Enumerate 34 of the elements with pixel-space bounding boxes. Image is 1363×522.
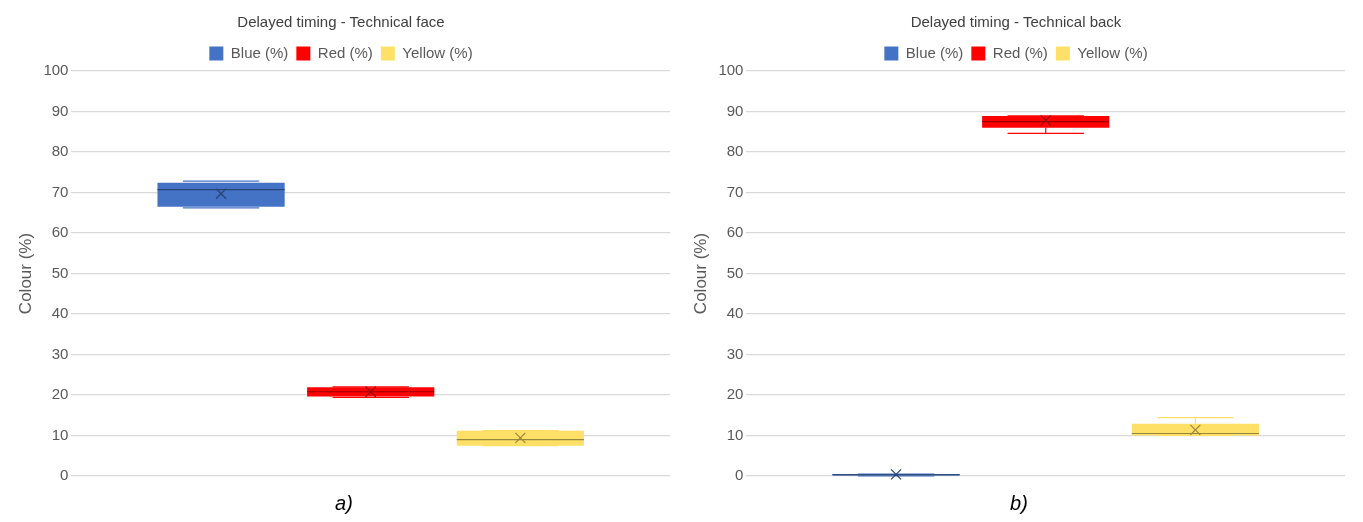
y-tick-label: 30 [726, 344, 744, 362]
y-tick-label: 80 [51, 142, 69, 160]
legend-label: Blue (%) [905, 43, 964, 61]
y-tick-label: 30 [51, 344, 69, 362]
y-tick-label: 10 [51, 425, 69, 443]
y-tick-label: 100 [718, 61, 744, 79]
y-tick-label: 40 [51, 304, 69, 322]
y-tick-label: 50 [51, 263, 69, 281]
chart-title: Delayed timing - Technical back [910, 13, 1122, 31]
y-tick-label: 70 [51, 182, 69, 200]
y-tick-label: 90 [726, 101, 744, 119]
y-tick-label: 80 [726, 142, 744, 160]
legend-label: Red (%) [317, 43, 373, 61]
legend-label: Blue (%) [230, 43, 289, 61]
y-tick-label: 0 [60, 466, 69, 484]
text: b) [1010, 492, 1028, 515]
legend-label: Red (%) [992, 43, 1048, 61]
y-axis-title: Colour (%) [690, 232, 710, 315]
y-tick-label: 40 [726, 304, 744, 322]
y-tick-label: 60 [51, 223, 69, 241]
y-tick-label: 100 [43, 61, 69, 79]
y-tick-label: 60 [726, 223, 744, 241]
y-tick-label: 90 [51, 101, 69, 119]
y-tick-label: 10 [726, 425, 744, 443]
chart-title: Delayed timing - Technical face [237, 13, 445, 31]
y-tick-label: 20 [51, 385, 69, 403]
y-tick-label: 0 [735, 466, 744, 484]
legend-label: Yellow (%) [402, 43, 473, 61]
text: a) [335, 492, 353, 515]
y-tick-label: 20 [726, 385, 744, 403]
legend-label: Yellow (%) [1077, 43, 1148, 61]
y-axis-title: Colour (%) [15, 232, 35, 315]
y-tick-label: 70 [726, 182, 744, 200]
y-tick-label: 50 [726, 263, 744, 281]
